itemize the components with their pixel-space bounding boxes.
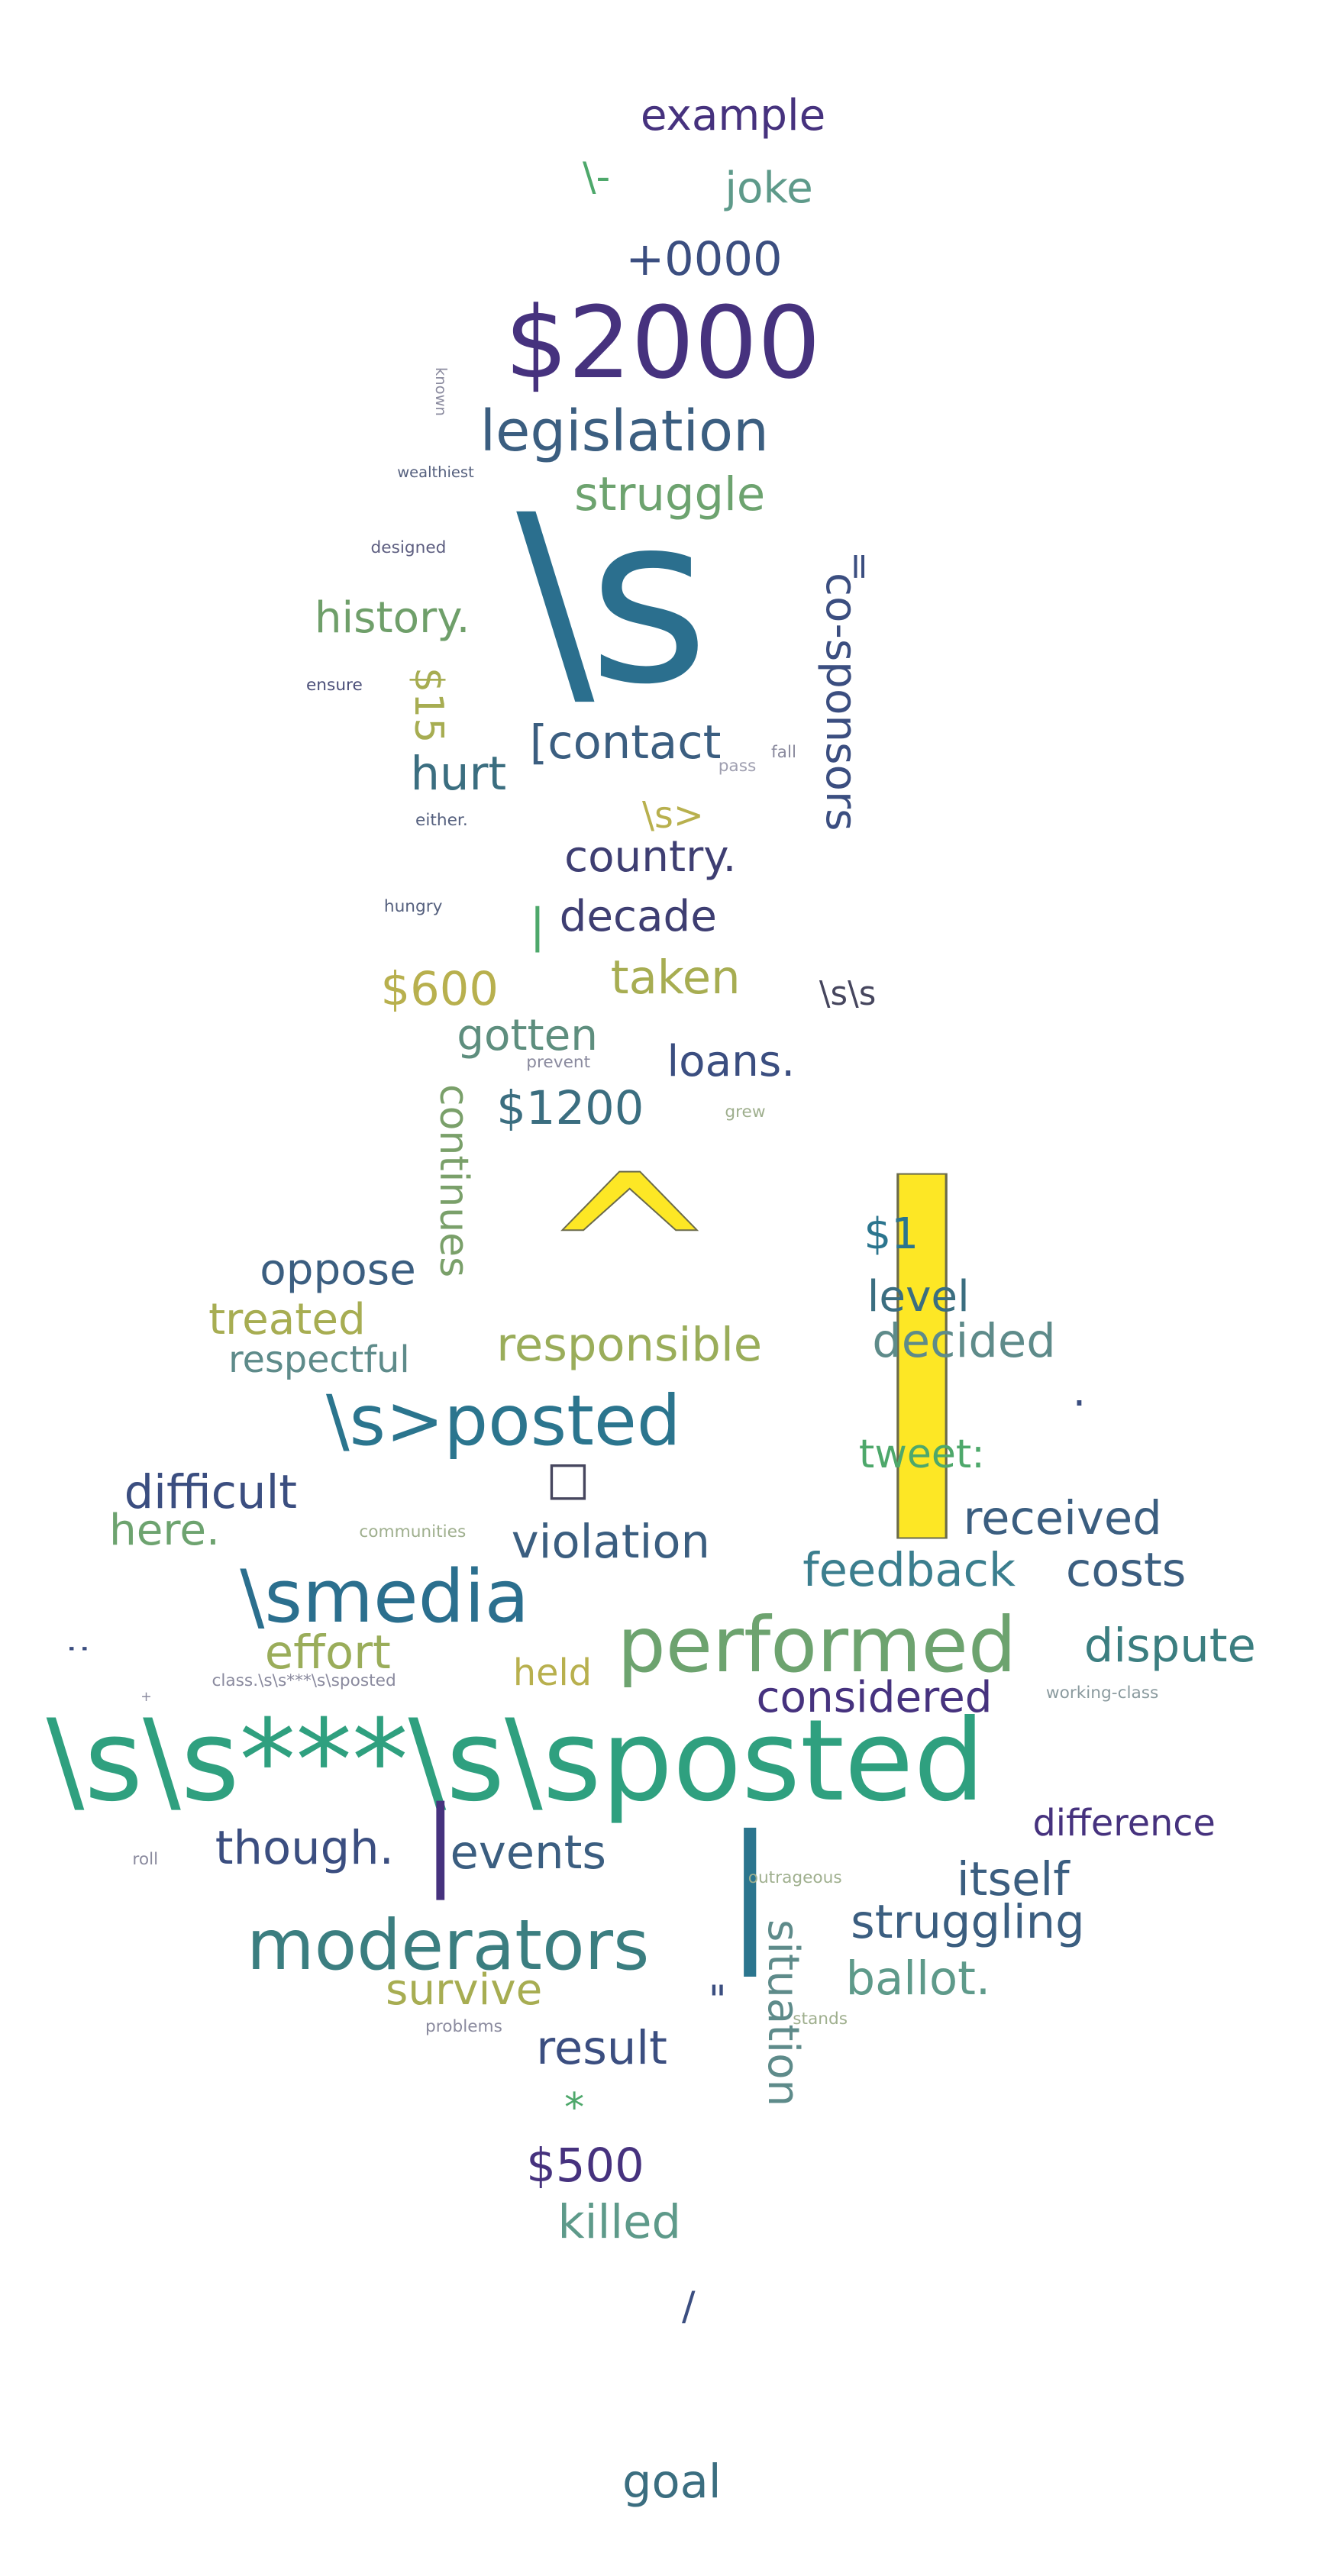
word-ensure: ensure: [305, 675, 363, 695]
word-considered: considered: [756, 1672, 993, 1722]
word-feedback: feedback: [802, 1543, 1016, 1597]
word-decade: decade: [559, 891, 717, 941]
word-designed: designed: [370, 537, 447, 557]
word-1: $1: [864, 1209, 919, 1259]
word-symbol: :: [60, 1643, 99, 1654]
word-known: known: [432, 367, 450, 417]
word-1200: $1200: [496, 1081, 644, 1135]
word-symbol: |: [423, 1784, 457, 1900]
word-symbol: |: [823, 1114, 1022, 1538]
word-decided: decided: [872, 1315, 1056, 1369]
word-2000: $2000: [505, 284, 821, 401]
word-wealthiest: wealthiest: [397, 463, 474, 482]
word-survive: survive: [386, 1965, 543, 2016]
word-symbol: +: [140, 1690, 152, 1706]
word-itself: itself: [956, 1852, 1070, 1906]
word-joke: joke: [725, 163, 813, 213]
word-country: country.: [564, 831, 737, 882]
word-continues: continues: [430, 1083, 476, 1277]
word-level: level: [867, 1272, 970, 1322]
word-events: events: [450, 1826, 607, 1880]
word-grew: grew: [725, 1102, 766, 1122]
word-treated: treated: [208, 1295, 366, 1345]
word-respectful: respectful: [228, 1338, 410, 1381]
word-roll: roll: [132, 1850, 159, 1870]
word-difference: difference: [1032, 1802, 1216, 1845]
word-0000: +0000: [625, 232, 783, 286]
word-oppose: oppose: [260, 1245, 416, 1296]
word-s-s: \s\s: [819, 974, 877, 1013]
word-co-sponsors: co-sponsors: [816, 572, 867, 831]
word-hurt: hurt: [410, 747, 507, 802]
word-problems: problems: [425, 2017, 502, 2037]
word-pass: pass: [718, 756, 757, 776]
word-struggle: struggle: [574, 467, 766, 521]
word-hungry: hungry: [383, 896, 443, 916]
word-taken: taken: [610, 951, 741, 1005]
word-prevent: prevent: [526, 1052, 591, 1072]
word-working-class: working-class: [1045, 1683, 1159, 1703]
word-ballot: ballot.: [845, 1951, 991, 2006]
word-symbol: ": [708, 1977, 727, 2024]
word-symbol: ^: [539, 1129, 721, 1380]
word-600: $600: [380, 962, 499, 1016]
word-result: result: [536, 2022, 667, 2076]
word-history: history.: [314, 593, 470, 644]
word-smedia: \smedia: [240, 1554, 530, 1639]
word-symbol: \-: [582, 153, 611, 200]
word-loans: loans.: [667, 1037, 796, 1087]
word-legislation: legislation: [480, 399, 769, 464]
word-symbol: |: [725, 1804, 776, 1978]
word-responsible: responsible: [496, 1318, 763, 1372]
word-s: \s>: [641, 794, 704, 837]
word-either: either.: [415, 811, 468, 831]
word-communities: communities: [359, 1522, 467, 1542]
word-held: held: [512, 1651, 592, 1694]
word-difficult: difficult: [124, 1465, 298, 1519]
word-symbol: □: [546, 1452, 590, 1506]
word-effort: effort: [264, 1625, 391, 1680]
word-s: \s: [516, 465, 709, 736]
word-symbol: *: [564, 2085, 585, 2132]
word-example: example: [640, 90, 826, 140]
word-received: received: [963, 1492, 1162, 1546]
word-gotten: gotten: [457, 1010, 599, 1060]
word-500: $500: [526, 2139, 644, 2193]
word-symbol: .: [1072, 1366, 1087, 1416]
word-though: though.: [215, 1821, 394, 1875]
word-moderators: moderators: [246, 1906, 650, 1987]
word-symbol: |: [529, 899, 546, 954]
word-symbol: /: [682, 2284, 696, 2330]
word-performed: performed: [617, 1600, 1017, 1690]
word-here: here.: [109, 1505, 220, 1555]
word-violation: violation: [511, 1515, 710, 1569]
word-outrageous: outrageous: [748, 1868, 842, 1888]
word-s-s-s-sposted: \s\s***\s\sposted: [46, 1694, 985, 1826]
word-15: $15: [405, 667, 452, 743]
word-contact: [contact: [529, 715, 722, 770]
word-class-s-s-s-sposted: class.\s\s***\s\sposted: [212, 1671, 396, 1691]
word-dispute: dispute: [1083, 1619, 1256, 1674]
word-killed: killed: [557, 2195, 682, 2249]
word-s-posted: \s>posted: [325, 1381, 681, 1462]
word-fall: fall: [771, 743, 796, 763]
word-struggling: struggling: [851, 1896, 1085, 1950]
word-stands: stands: [793, 2009, 848, 2029]
word-costs: costs: [1065, 1543, 1187, 1597]
word-goal: goal: [622, 2455, 722, 2509]
word-tweet: tweet:: [858, 1432, 985, 1478]
